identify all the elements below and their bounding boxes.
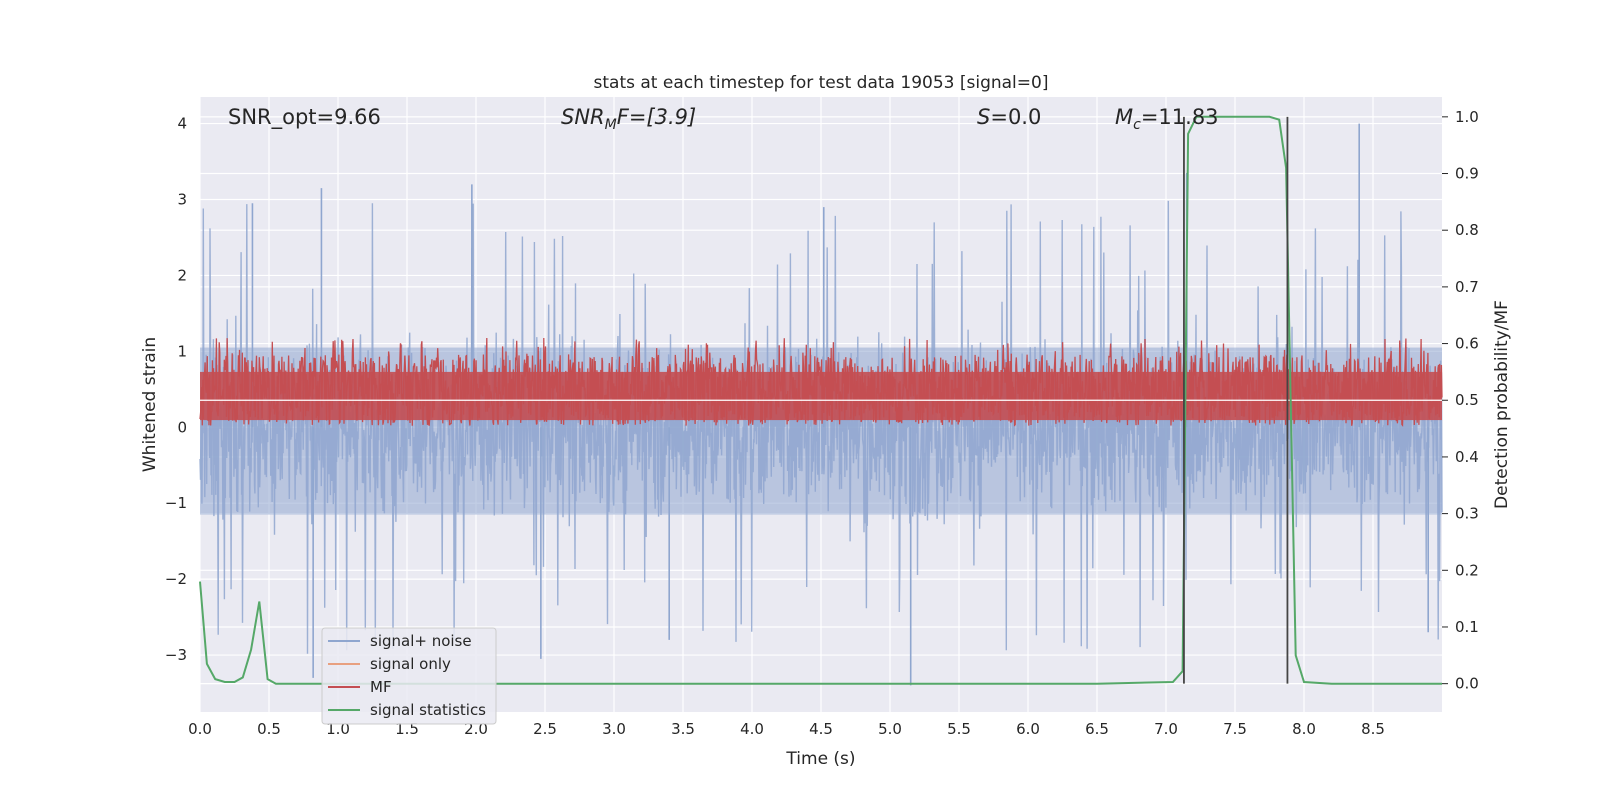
legend-entry-mf: MF: [370, 678, 392, 696]
x-tick-label: 2.5: [533, 720, 557, 738]
vertical-markers: [1183, 116, 1289, 684]
legend-entry-signal-plus-noise: signal+ noise: [370, 632, 472, 650]
x-tick-label: 3.5: [671, 720, 695, 738]
annotation-mc-subscript: c: [1133, 117, 1141, 133]
y-tick-label-left: 4: [177, 115, 187, 133]
y-tick-label-left: 0: [177, 418, 187, 436]
y-tick-label-right: 0.5: [1455, 391, 1479, 409]
annotation-s: S=0.0: [977, 105, 1041, 129]
legend: signal+ noise signal only MF signal stat…: [321, 627, 497, 725]
y-axis-label-left: Whitened strain: [140, 337, 160, 472]
y-tick-label-right: 0.9: [1455, 165, 1479, 183]
y-tick-label-left: −2: [165, 570, 187, 588]
x-tick-label: 7.0: [1154, 720, 1178, 738]
y-tick-label-left: −3: [165, 646, 187, 664]
y-tick-label-right: 0.8: [1455, 221, 1479, 239]
x-tick-label: 8.0: [1292, 720, 1316, 738]
x-tick-label: 6.0: [1016, 720, 1040, 738]
x-tick-label: 5.0: [878, 720, 902, 738]
y-tick-label-right: 0.7: [1455, 278, 1479, 296]
annotation-snr-opt: SNR_opt=9.66: [228, 105, 381, 130]
x-tick-label: 5.5: [947, 720, 971, 738]
annotation-mc-symbol: M: [1115, 105, 1133, 129]
series-mf: [199, 337, 1443, 427]
annotation-s-value: =0.0: [990, 105, 1041, 129]
y-tick-label-left: −1: [165, 494, 187, 512]
y-tick-label-right: 0.6: [1455, 335, 1479, 353]
annotation-snr-mf-subscript: M: [605, 117, 617, 133]
y-axis-label-right: Detection probability/MF: [1492, 300, 1512, 509]
y-tick-label-right: 0.4: [1455, 448, 1479, 466]
y-tick-label-left: 3: [177, 191, 187, 209]
x-tick-label: 6.5: [1085, 720, 1109, 738]
series-signal-statistics: [199, 115, 1442, 685]
annotation-s-symbol: S: [977, 105, 990, 129]
x-axis-label: Time (s): [785, 749, 855, 769]
annotation-snr-mf-value: F=[3.9]: [617, 105, 696, 129]
y-tick-label-right: 0.0: [1455, 675, 1479, 693]
legend-entry-signal-statistics: signal statistics: [370, 701, 486, 719]
y-tick-label-right: 0.3: [1455, 505, 1479, 523]
chart-title: stats at each timestep for test data 190…: [594, 73, 1049, 93]
y-tick-label-right: 0.1: [1455, 618, 1479, 636]
x-tick-label: 8.5: [1361, 720, 1385, 738]
x-tick-label: 7.5: [1223, 720, 1247, 738]
y-tick-label-right: 1.0: [1455, 108, 1479, 126]
annotation-mc: Mc=11.83: [1115, 105, 1219, 133]
x-tick-label: 0.0: [188, 720, 212, 738]
x-tick-label: 0.5: [257, 720, 281, 738]
annotation-mc-value: =11.83: [1141, 105, 1219, 129]
signal-statistics-line: [199, 115, 1442, 685]
x-tick-label: 4.5: [809, 720, 833, 738]
annotation-snr-mf: SNRMF=[3.9]: [561, 105, 696, 133]
annotation-snr-mf-symbol: SNR: [561, 105, 605, 129]
y-tick-label-left: 2: [177, 266, 187, 284]
mf-line: [199, 337, 1443, 427]
y-tick-label-right: 0.2: [1455, 561, 1479, 579]
y-tick-label-left: 1: [177, 342, 187, 360]
legend-entry-signal-only: signal only: [370, 655, 451, 673]
x-tick-label: 4.0: [740, 720, 764, 738]
legend-box: [321, 627, 497, 725]
x-tick-label: 3.0: [602, 720, 626, 738]
